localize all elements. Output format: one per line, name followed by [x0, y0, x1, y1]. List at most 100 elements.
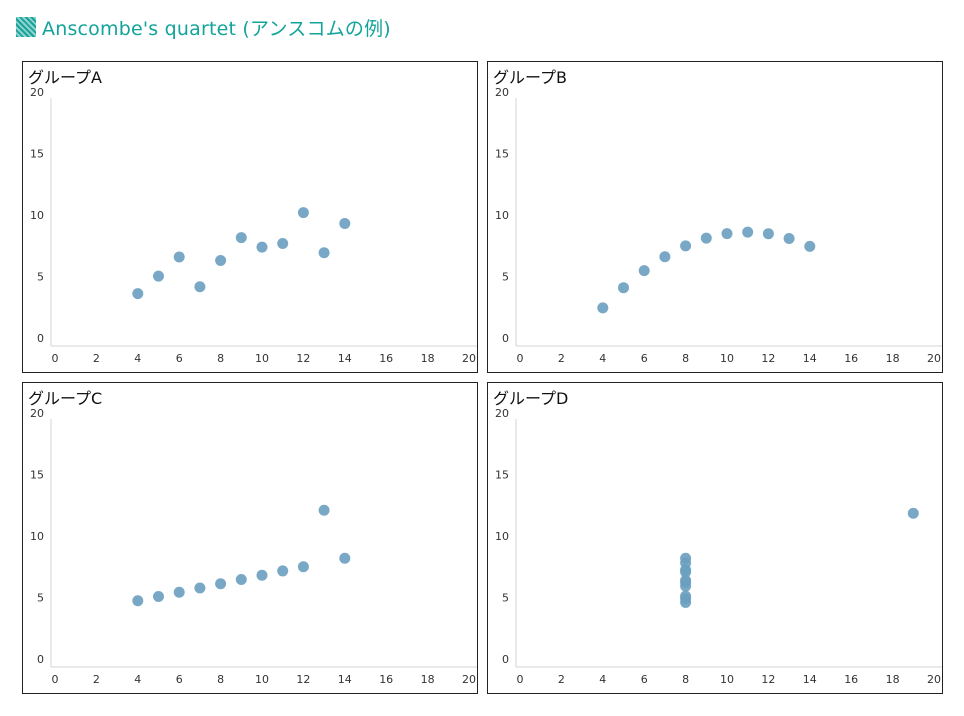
x-tick-label: 16 — [844, 352, 858, 365]
x-tick-label: 8 — [682, 673, 689, 686]
x-tick-label: 10 — [720, 673, 734, 686]
chart-panel-b: グループB 0 2 4 6 8 10 12 14 16 18 20 0 5 10 15 20 — [487, 61, 943, 373]
y-tick-label: 20 — [495, 86, 509, 99]
data-point — [721, 228, 733, 240]
data-point — [297, 561, 309, 573]
x-tick-label: 12 — [761, 352, 775, 365]
y-tick-label: 15 — [30, 469, 44, 482]
data-point — [339, 217, 351, 229]
x-tick-label: 6 — [176, 673, 183, 686]
x-tick-label: 0 — [517, 673, 524, 686]
y-tick-label: 10 — [30, 209, 44, 222]
data-point — [132, 288, 144, 300]
x-tick-label: 4 — [134, 352, 141, 365]
data-point — [742, 226, 754, 238]
x-tick-label: 6 — [641, 352, 648, 365]
y-tick-label: 0 — [502, 653, 509, 666]
data-point — [277, 565, 289, 577]
x-tick-label: 14 — [338, 673, 352, 686]
scatter-plot-d: 0 2 4 6 8 10 12 14 16 18 20 0 5 10 15 20 — [495, 407, 942, 686]
x-tick-label: 10 — [720, 352, 734, 365]
y-tick-label: 15 — [495, 148, 509, 161]
data-point — [339, 552, 351, 564]
chart-title: グループC — [28, 389, 103, 408]
x-tick-label: 14 — [338, 352, 352, 365]
data-point — [173, 251, 185, 263]
data-point — [277, 238, 289, 250]
data-point — [194, 281, 206, 293]
x-tick-label: 18 — [421, 673, 435, 686]
x-tick-label: 18 — [886, 673, 900, 686]
y-tick-label: 20 — [30, 407, 44, 420]
chart-title: グループA — [28, 68, 102, 87]
x-tick-label: 2 — [93, 352, 100, 365]
data-point — [762, 228, 774, 240]
x-tick-label: 16 — [379, 673, 393, 686]
scatter-plot-b: 0 2 4 6 8 10 12 14 16 18 20 0 5 10 15 20 — [495, 86, 942, 365]
scatter-plot-a: 0 2 4 6 8 10 12 14 16 18 20 0 5 10 15 20 — [30, 86, 477, 365]
x-tick-label: 6 — [641, 673, 648, 686]
x-tick-label: 4 — [599, 673, 606, 686]
x-tick-label: 6 — [176, 352, 183, 365]
data-point — [297, 207, 309, 219]
data-point — [132, 595, 144, 607]
y-tick-label: 0 — [502, 332, 509, 345]
y-tick-label: 5 — [502, 592, 509, 605]
data-point — [256, 569, 268, 581]
x-tick-label: 14 — [803, 352, 817, 365]
y-tick-label: 10 — [495, 530, 509, 543]
y-tick-label: 10 — [30, 530, 44, 543]
x-tick-label: 16 — [844, 673, 858, 686]
data-point — [215, 578, 227, 590]
data-point — [194, 582, 206, 594]
y-tick-label: 5 — [502, 271, 509, 284]
x-tick-label: 2 — [558, 352, 565, 365]
x-tick-label: 16 — [379, 352, 393, 365]
chart-panel-d: グループD 0 2 4 6 8 10 12 14 16 18 20 0 5 10 15 20 — [487, 382, 943, 694]
y-tick-label: 0 — [37, 332, 44, 345]
data-point — [215, 255, 227, 267]
x-tick-label: 0 — [52, 673, 59, 686]
x-tick-label: 18 — [886, 352, 900, 365]
x-tick-label: 4 — [134, 673, 141, 686]
data-point — [318, 504, 330, 516]
x-tick-label: 10 — [255, 673, 269, 686]
y-tick-label: 0 — [37, 653, 44, 666]
y-tick-label: 20 — [495, 407, 509, 420]
y-tick-label: 5 — [37, 592, 44, 605]
data-point — [804, 240, 816, 252]
x-tick-label: 2 — [558, 673, 565, 686]
data-point — [638, 265, 650, 277]
y-tick-label: 15 — [495, 469, 509, 482]
data-point — [680, 564, 692, 576]
data-point — [680, 240, 692, 252]
data-point — [153, 591, 164, 603]
x-tick-label: 12 — [296, 352, 310, 365]
data-point — [318, 247, 330, 259]
data-point — [597, 302, 609, 314]
data-point — [173, 586, 185, 598]
data-point — [783, 232, 795, 244]
x-tick-label: 0 — [52, 352, 59, 365]
x-tick-label: 10 — [255, 352, 269, 365]
y-tick-label: 10 — [495, 209, 509, 222]
data-point — [680, 593, 692, 605]
data-point — [235, 232, 247, 244]
x-tick-label: 20 — [927, 673, 941, 686]
data-point — [256, 241, 268, 253]
x-tick-label: 4 — [599, 352, 606, 365]
chart-panel-c: グループC 0 2 4 6 8 10 12 14 16 18 20 0 5 10 15 20 — [22, 382, 478, 694]
y-tick-label: 15 — [30, 148, 44, 161]
x-tick-label: 20 — [462, 352, 476, 365]
x-tick-label: 8 — [682, 352, 689, 365]
chart-panel-a: グループA 0 2 4 6 8 10 12 14 16 18 20 0 5 10 15 20 — [22, 61, 478, 373]
x-tick-label: 18 — [421, 352, 435, 365]
data-point — [659, 251, 671, 263]
x-tick-label: 14 — [803, 673, 817, 686]
scatter-plot-c: 0 2 4 6 8 10 12 14 16 18 20 0 5 10 15 20 — [30, 407, 477, 686]
y-tick-label: 20 — [30, 86, 44, 99]
x-tick-label: 12 — [296, 673, 310, 686]
chart-title: グループB — [493, 68, 568, 87]
data-point — [680, 576, 692, 588]
data-point — [618, 282, 629, 294]
